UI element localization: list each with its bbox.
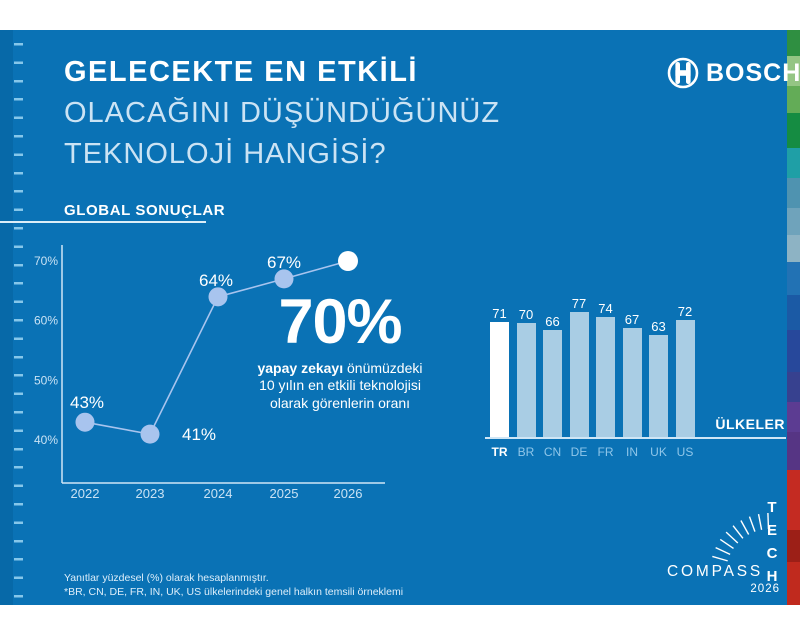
- tech-vertical-wordmark: T E C H: [766, 499, 778, 585]
- compass-dial-icon: [712, 513, 770, 562]
- callout-value: 70%: [278, 287, 402, 357]
- compass-wordmark: COMPASS: [667, 563, 763, 580]
- spectrum-segment: [787, 86, 800, 113]
- bar-column-US: 72: [675, 304, 695, 438]
- spectrum-segment: [787, 402, 800, 432]
- ruler-tick-marks: [14, 43, 23, 605]
- callout-lead: yapay zekayı: [257, 360, 344, 376]
- svg-text:2025: 2025: [270, 486, 299, 501]
- bar-chart-baseline: [485, 437, 786, 439]
- bar-category-label: US: [676, 445, 694, 459]
- bar-category-label: UK: [650, 445, 667, 459]
- bar-category-label: TR: [491, 445, 508, 459]
- bar-category-label: BR: [517, 445, 535, 459]
- svg-text:2026: 2026: [334, 486, 363, 501]
- bar: [675, 320, 695, 438]
- spectrum-segment: [787, 113, 800, 148]
- spectrum-segment: [787, 235, 800, 262]
- bar-category-label: CN: [543, 445, 562, 459]
- bar-value-label: 71: [492, 306, 507, 321]
- title-line-1: GELECEKTE EN ETKİLİ: [64, 56, 418, 88]
- bar-value-label: 72: [677, 304, 693, 319]
- compass-year: 2026: [750, 583, 780, 595]
- section-label: GLOBAL SONUÇLAR: [64, 202, 226, 219]
- svg-text:70%: 70%: [34, 254, 58, 268]
- spectrum-segment: [787, 178, 800, 208]
- bar-value-label: 77: [571, 296, 587, 311]
- spectrum-segment: [787, 562, 800, 605]
- bar: [569, 312, 589, 438]
- svg-text:67%: 67%: [267, 253, 301, 272]
- spectrum-segment: [787, 470, 800, 530]
- spectrum-segment: [787, 208, 800, 235]
- bar-value-label: 66: [545, 314, 560, 329]
- bar-column-FR: 74: [596, 301, 615, 438]
- svg-text:60%: 60%: [34, 314, 58, 328]
- spectrum-segment: [787, 262, 800, 295]
- bar: [543, 330, 562, 438]
- color-spectrum-strip: [787, 30, 800, 605]
- line-chart: 70% 60% 50% 40% 2022 2023 2024 2025 2026 43% 41% 64…: [34, 245, 385, 501]
- bar-category-label: FR: [597, 445, 614, 459]
- countries-axis-label: ÜLKELER: [715, 416, 785, 432]
- bar: [516, 323, 536, 438]
- bar-column-IN: 67: [622, 312, 642, 438]
- callout-description: yapay zekayı önümüzdeki 10 yılın en etki…: [257, 360, 423, 411]
- svg-text:64%: 64%: [199, 271, 233, 290]
- bar-category-label: IN: [626, 445, 638, 459]
- svg-text:41%: 41%: [182, 425, 216, 444]
- bar-value-label: 74: [598, 301, 613, 316]
- bosch-logo: BOSCH: [666, 56, 800, 90]
- bar-column-TR: 71: [490, 306, 509, 438]
- bar-column-DE: 77: [569, 296, 589, 438]
- left-accent-band: [0, 30, 13, 605]
- svg-text:2023: 2023: [136, 486, 165, 501]
- bar-column-BR: 70: [516, 307, 536, 438]
- svg-text:43%: 43%: [70, 393, 104, 412]
- bar-category-label: DE: [570, 445, 588, 459]
- spectrum-segment: [787, 372, 800, 402]
- bar: [622, 328, 642, 438]
- spectrum-segment: [787, 148, 800, 178]
- footnote-line-2: *BR, CN, DE, FR, IN, UK, US ülkelerindek…: [64, 586, 404, 598]
- svg-text:40%: 40%: [34, 433, 58, 447]
- bosch-wordmark: BOSCH: [706, 59, 800, 87]
- bar-value-label: 63: [651, 319, 666, 334]
- bar: [490, 322, 509, 438]
- title-line-2: OLACAĞINI DÜŞÜNDÜĞÜNÜZ: [64, 97, 501, 129]
- blue-canvas: GELECEKTE EN ETKİLİ OLACAĞINI DÜŞÜNDÜĞÜN…: [0, 30, 800, 605]
- spectrum-segment: [787, 30, 800, 56]
- spectrum-segment: [787, 295, 800, 330]
- bar-value-label: 70: [518, 307, 534, 322]
- bar: [649, 335, 668, 438]
- bosch-armature-icon: [667, 57, 699, 89]
- spectrum-segment: [787, 530, 800, 562]
- svg-text:50%: 50%: [34, 373, 58, 387]
- svg-text:2024: 2024: [204, 486, 233, 501]
- bar-chart: 71 70 66 77 74 67 63 72: [490, 286, 696, 438]
- bar-value-label: 67: [624, 312, 640, 327]
- footnote: Yanıtlar yüzdesel (%) olarak hesaplanmış…: [64, 571, 403, 599]
- footnote-line-1: Yanıtlar yüzdesel (%) olarak hesaplanmış…: [64, 572, 269, 584]
- svg-text:2022: 2022: [71, 486, 100, 501]
- bar-column-CN: 66: [543, 314, 562, 438]
- spectrum-segment: [787, 56, 800, 86]
- page-title: GELECEKTE EN ETKİLİ OLACAĞINI DÜŞÜNDÜĞÜN…: [64, 52, 500, 175]
- spectrum-segment: [787, 330, 800, 372]
- bar: [596, 317, 615, 438]
- bar-chart-categories: TR BR CN DE FR IN UK US: [490, 445, 696, 459]
- title-line-3: TEKNOLOJİ HANGİSİ?: [64, 138, 387, 170]
- bar-column-UK: 63: [649, 319, 668, 438]
- tech-compass-logo: T E C H COMPASS 2026: [667, 495, 786, 605]
- spectrum-segment: [787, 432, 800, 470]
- section-underline: [0, 221, 206, 223]
